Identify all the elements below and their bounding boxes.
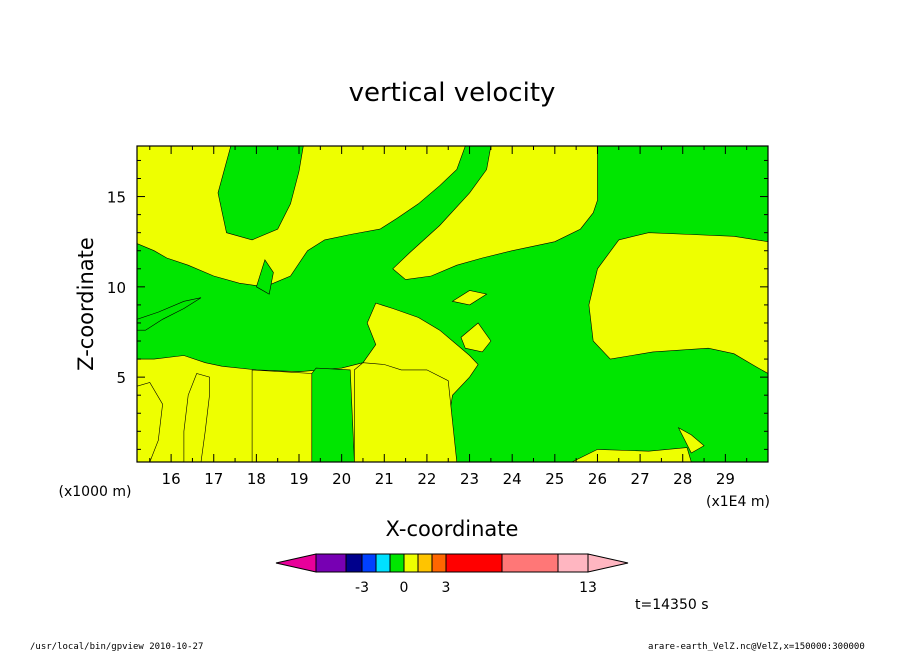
colorbar-box [375,553,391,573]
y-tick-label: 5 [116,369,126,387]
colorbar-box [389,553,405,573]
y-unit-label: (x1000 m) [59,484,132,500]
colorbar-arrow-left [275,553,317,573]
colorbar-tick-label: -3 [355,580,369,596]
y-axis-label: Z-coordinate [74,237,98,371]
colorbar-box [345,553,363,573]
x-tick-label: 22 [417,470,436,488]
contour-region-negative [217,146,304,241]
x-tick-label: 18 [247,470,266,488]
contour-region-positive [460,322,492,353]
colorbar-box [431,553,447,573]
contour-region-positive [677,426,705,454]
colorbar-box [501,553,559,573]
plot-frame [136,145,769,463]
x-tick-label: 27 [631,470,650,488]
contour-region-positive [354,362,458,462]
contour-region-negative [137,297,202,331]
y-tick-label: 15 [107,189,126,207]
x-tick-label: 24 [503,470,522,488]
contour-region-positive [251,369,313,462]
footer-right: arare-earth_VelZ.nc@VelZ,x=150000:300000 [648,642,865,652]
contour-region-negative [256,259,274,295]
x-unit-label: (x1E4 m) [706,494,770,510]
contour-region-positive [137,382,163,462]
x-tick-label: 16 [162,470,181,488]
colorbar: -3 0 3 13 [275,553,629,596]
colorbar-arrow-right [587,553,629,573]
x-tick-label: 25 [545,470,564,488]
footer-left: /usr/local/bin/gpview 2010-10-27 [30,642,204,652]
x-tick-label: 23 [460,470,479,488]
colorbar-box [361,553,377,573]
contour-region-positive [451,290,488,306]
x-tick-label: 20 [332,470,351,488]
time-label: t=14350 s [635,597,709,613]
colorbar-box [557,553,589,573]
contour-region-negative [137,146,768,462]
colorbar-tick-label: 3 [442,580,451,596]
colorbar-box [315,553,347,573]
colorbar-box [417,553,433,573]
x-tick-label: 26 [588,470,607,488]
contour-region-positive [183,373,210,462]
colorbar-box [445,553,503,573]
colorbar-box [403,553,419,573]
x-tick-label: 29 [716,470,735,488]
chart-title: vertical velocity [349,78,556,108]
x-tick-label: 17 [204,470,223,488]
x-tick-label: 19 [289,470,308,488]
x-axis-label: X-coordinate [386,517,519,541]
y-tick-label: 10 [107,279,126,297]
colorbar-tick-label: 13 [579,580,597,596]
x-tick-label: 21 [375,470,394,488]
x-tick-label: 28 [673,470,692,488]
contour-region-negative [311,367,355,462]
colorbar-tick-label: 0 [400,580,409,596]
